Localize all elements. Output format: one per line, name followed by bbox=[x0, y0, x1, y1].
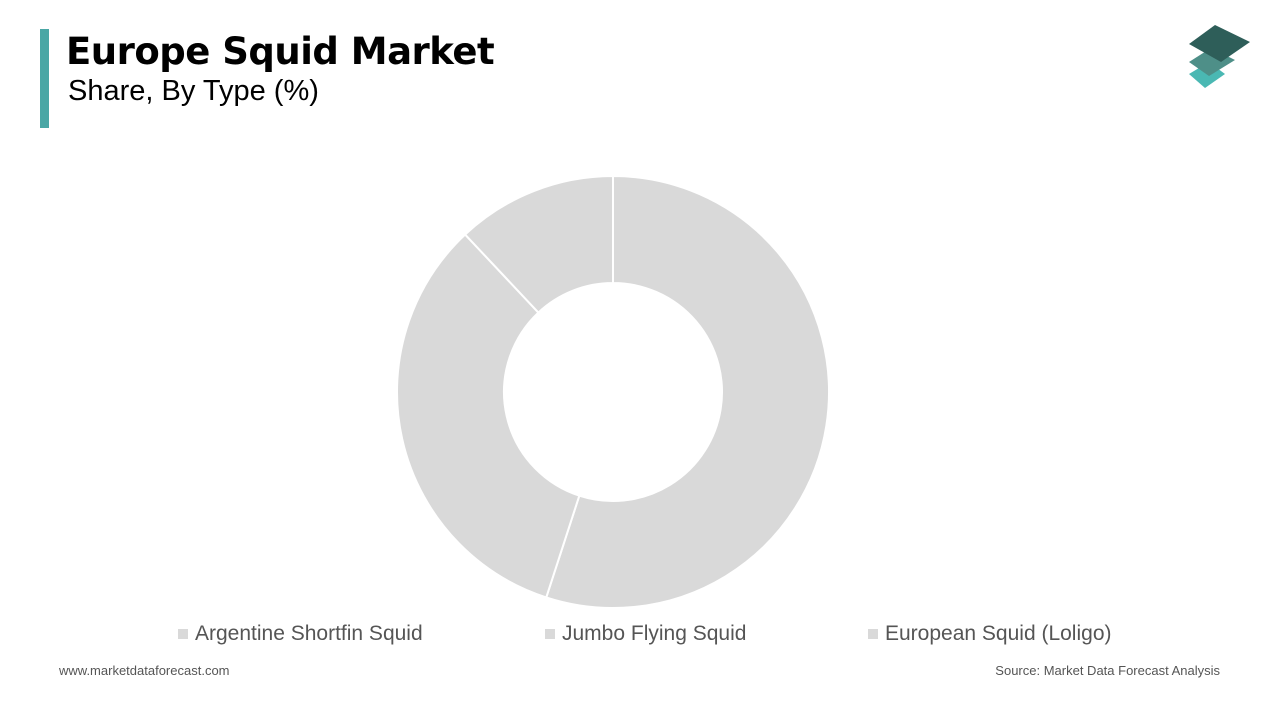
legend-label: Argentine Shortfin Squid bbox=[195, 622, 423, 645]
donut-slice-1 bbox=[544, 174, 830, 609]
legend-item: Argentine Shortfin Squid bbox=[178, 622, 423, 646]
chart-legend: Argentine Shortfin Squid Jumbo Flying Squ… bbox=[0, 622, 1280, 648]
title-accent-bar bbox=[40, 29, 49, 128]
source-footer: Source: Market Data Forecast Analysis bbox=[995, 663, 1220, 678]
legend-swatch bbox=[868, 629, 878, 639]
legend-swatch bbox=[178, 629, 188, 639]
brand-logo-icon bbox=[1189, 25, 1250, 88]
legend-label: Jumbo Flying Squid bbox=[562, 622, 747, 645]
legend-item: Jumbo Flying Squid bbox=[545, 622, 746, 646]
website-footer: www.marketdataforecast.com bbox=[59, 663, 230, 678]
legend-label: European Squid (Loligo) bbox=[885, 622, 1112, 645]
legend-swatch bbox=[545, 629, 555, 639]
legend-item: European Squid (Loligo) bbox=[868, 622, 1112, 646]
donut-slice-3 bbox=[463, 174, 614, 314]
page-subtitle: Share, By Type (%) bbox=[68, 75, 319, 107]
page-title: Europe Squid Market bbox=[66, 30, 495, 73]
logo-layer-top bbox=[1189, 25, 1250, 62]
donut-slice-2 bbox=[396, 233, 581, 599]
